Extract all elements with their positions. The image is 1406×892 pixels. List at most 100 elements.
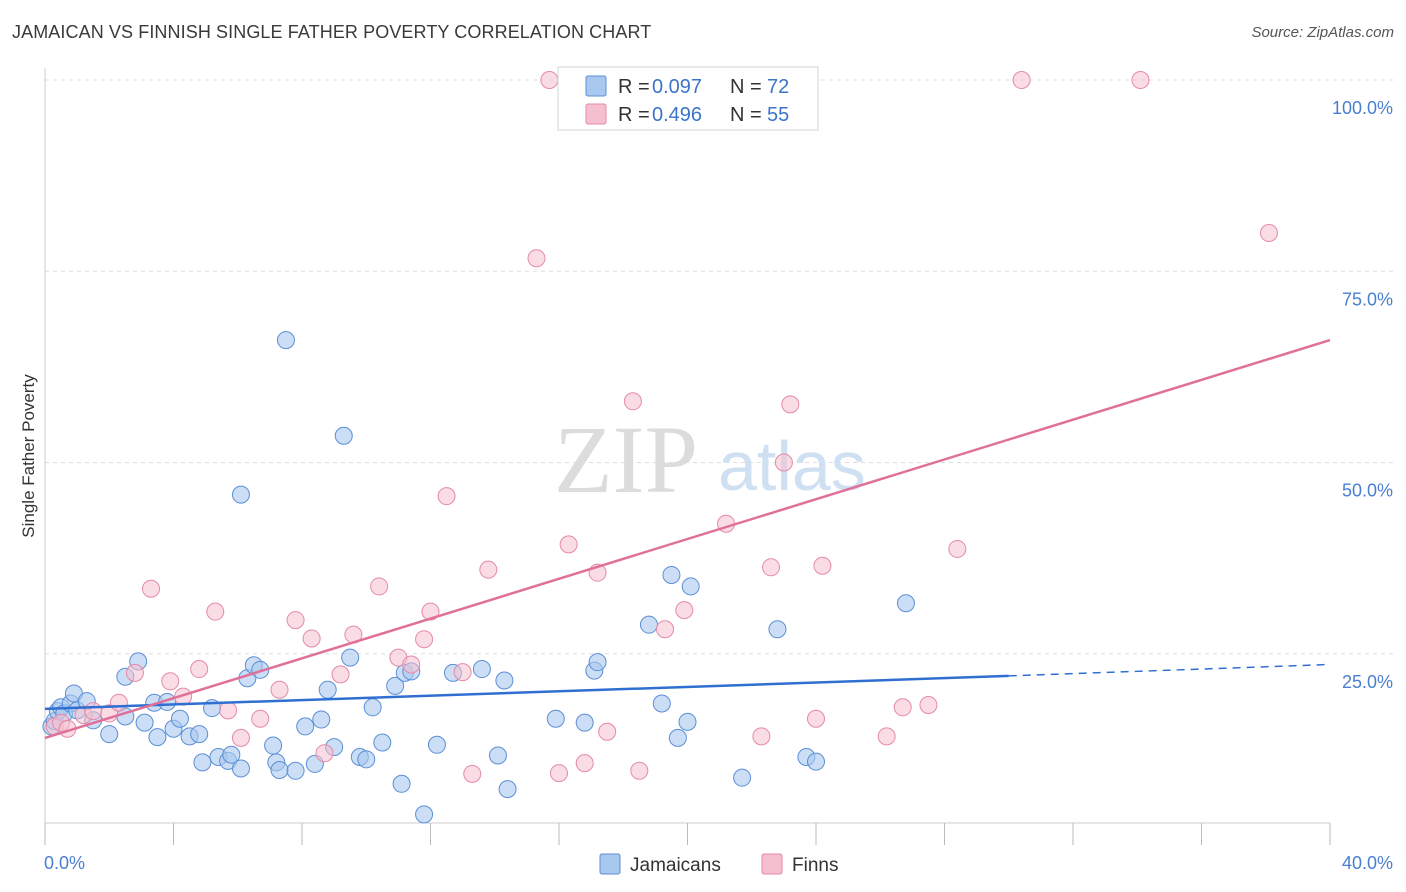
finns-point (142, 579, 161, 598)
finns-point (270, 680, 289, 699)
trend-layer (44, 338, 1331, 740)
finns-point (623, 392, 642, 411)
legend-n-label-finns: N = (730, 104, 762, 126)
jamaicans-point (768, 620, 787, 639)
finns-point (948, 539, 967, 558)
jamaicans-point (270, 761, 289, 780)
finns-point (807, 709, 825, 728)
jamaicans-point (193, 753, 212, 772)
finns-point (1259, 224, 1278, 242)
jamaicans-point (488, 746, 507, 765)
jamaicans-point (588, 653, 607, 672)
finns-point (286, 611, 305, 630)
jamaicans-point (681, 577, 700, 596)
jamaicans-trend-extension (1008, 663, 1331, 677)
finns-point (893, 698, 912, 717)
finns-point (437, 487, 456, 506)
jamaicans-point (286, 761, 305, 780)
y-tick-label-25: 25.0% (1342, 672, 1393, 692)
finns-point (656, 620, 675, 639)
finns-point (781, 395, 800, 414)
finns-point (575, 754, 594, 773)
finns-point (877, 727, 896, 746)
finns-point (630, 761, 649, 780)
finns-point (206, 602, 225, 621)
y-tick-label-100: 100.0% (1332, 98, 1393, 118)
finns-point (402, 655, 421, 674)
bottom-legend: Jamaicans Finns (599, 853, 838, 876)
legend-n-value-jamaicans: 72 (767, 76, 789, 98)
legend-r-label-jamaicans: R = (618, 76, 650, 98)
finns-point (251, 709, 270, 728)
jamaicans-point (807, 752, 825, 771)
legend-r-value-finns: 0.496 (652, 104, 702, 126)
finns-point (919, 696, 938, 715)
jamaicans-point (312, 710, 331, 729)
finns-point (1012, 71, 1031, 89)
finns-point (190, 660, 209, 679)
finns-point (453, 663, 472, 682)
jamaicans-point (386, 676, 405, 695)
finns-point (774, 453, 793, 472)
legend-n-value-finns: 55 (767, 104, 789, 126)
finns-point (109, 693, 128, 712)
finns-point (84, 702, 103, 721)
finns-point (598, 722, 617, 741)
jamaicans-point (498, 780, 517, 799)
y-axis-title: Single Father Poverty (19, 374, 38, 538)
watermark-zip: ZIP (554, 406, 698, 513)
finns-trend-line (44, 338, 1331, 740)
jamaicans-points (42, 331, 915, 824)
y-tick-label-75: 75.0% (1342, 289, 1393, 309)
bottom-legend-swatch-jamaicans (599, 853, 621, 875)
jamaicans-point (662, 565, 681, 584)
y-tick-label-50: 50.0% (1342, 481, 1393, 501)
finns-point (231, 728, 250, 747)
jamaicans-point (575, 713, 594, 732)
jamaicans-point (231, 485, 250, 504)
x-tick-label-max: 40.0% (1342, 853, 1393, 873)
finns-point (302, 629, 321, 648)
watermark: ZIP atlas (554, 406, 866, 513)
legend-swatch-jamaicans (585, 75, 607, 97)
jamaicans-point (652, 694, 671, 713)
finns-point (1131, 71, 1150, 89)
finns-points (45, 71, 1278, 783)
chart-title: JAMAICAN VS FINNISH SINGLE FATHER POVERT… (12, 22, 652, 42)
chart-source: Source: ZipAtlas.com (1251, 24, 1394, 41)
jamaicans-point (733, 768, 752, 787)
jamaicans-point (170, 709, 189, 728)
legend-r-value-jamaicans: 0.097 (652, 76, 702, 98)
jamaicans-point (222, 745, 241, 764)
jamaicans-point (639, 615, 658, 634)
jamaicans-point (363, 698, 382, 717)
jamaicans-point (392, 774, 411, 793)
finns-point (540, 71, 559, 89)
finns-point (479, 560, 498, 579)
legend-n-label-jamaicans: N = (730, 76, 762, 98)
finns-point (559, 535, 578, 554)
jamaicans-point (135, 713, 154, 732)
grid-layer (45, 79, 1395, 655)
finns-point (161, 672, 180, 691)
bottom-legend-swatch-finns (761, 853, 783, 875)
jamaicans-point (264, 736, 283, 755)
finns-point (675, 601, 694, 620)
finns-point (550, 764, 568, 783)
finns-point (315, 744, 334, 763)
finns-point (125, 663, 144, 682)
jamaicans-point (276, 331, 295, 350)
top-legend: R = 0.097 N = 72 R = 0.496 N = 55 (557, 66, 819, 131)
finns-point (219, 701, 238, 720)
bottom-legend-label-finns: Finns (792, 855, 838, 876)
jamaicans-point (678, 712, 697, 731)
jamaicans-point (318, 680, 337, 699)
jamaicans-point (373, 733, 392, 752)
finns-point (752, 727, 771, 746)
bottom-legend-label-jamaicans: Jamaicans (630, 855, 721, 876)
jamaicans-point (427, 735, 446, 754)
jamaicans-point (341, 648, 360, 667)
finns-point (813, 556, 832, 575)
finns-point (415, 630, 434, 649)
legend-r-label-finns: R = (618, 104, 650, 126)
